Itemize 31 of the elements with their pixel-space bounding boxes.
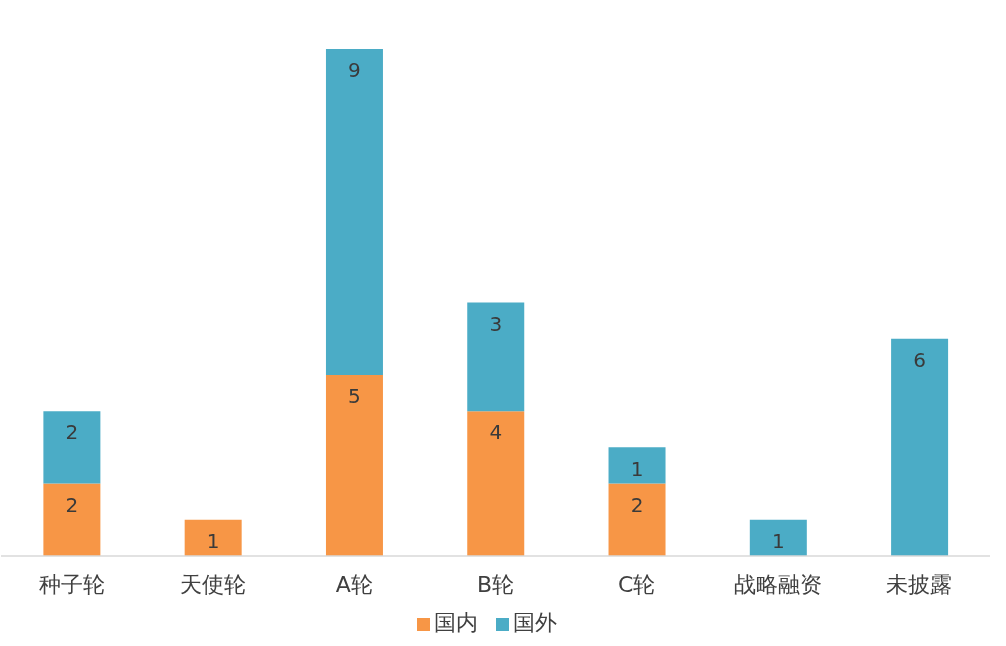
bar — [467, 302, 525, 412]
data-label: 1 — [206, 528, 220, 553]
data-label: 2 — [65, 492, 79, 517]
x-tick-label: 天使轮 — [179, 571, 246, 597]
legend-label: 国外 — [512, 610, 557, 635]
bar — [749, 519, 807, 556]
bar — [891, 338, 949, 556]
bar — [467, 411, 525, 556]
legend-label: 国内 — [433, 610, 478, 635]
x-tick-label: 种子轮 — [38, 571, 105, 597]
data-label: 5 — [348, 384, 361, 409]
data-label: 2 — [630, 492, 644, 517]
bar — [608, 483, 666, 556]
x-tick-label: B轮 — [476, 571, 515, 597]
bar — [608, 447, 666, 484]
bar — [325, 374, 383, 556]
data-label: 4 — [489, 420, 503, 445]
bar — [43, 483, 101, 556]
x-tick-label: A轮 — [335, 571, 373, 597]
bar — [43, 411, 101, 484]
data-label: 9 — [348, 58, 361, 83]
x-tick-label: 未披露 — [886, 571, 953, 597]
data-label: 6 — [913, 347, 926, 372]
bar — [325, 49, 383, 375]
data-label: 1 — [771, 528, 785, 553]
x-tick-label: C轮 — [618, 571, 656, 597]
x-tick-label: 战略融资 — [734, 571, 823, 597]
data-label: 3 — [489, 311, 503, 336]
data-label: 1 — [630, 456, 644, 481]
bar — [184, 519, 242, 556]
data-label: 2 — [65, 420, 79, 445]
